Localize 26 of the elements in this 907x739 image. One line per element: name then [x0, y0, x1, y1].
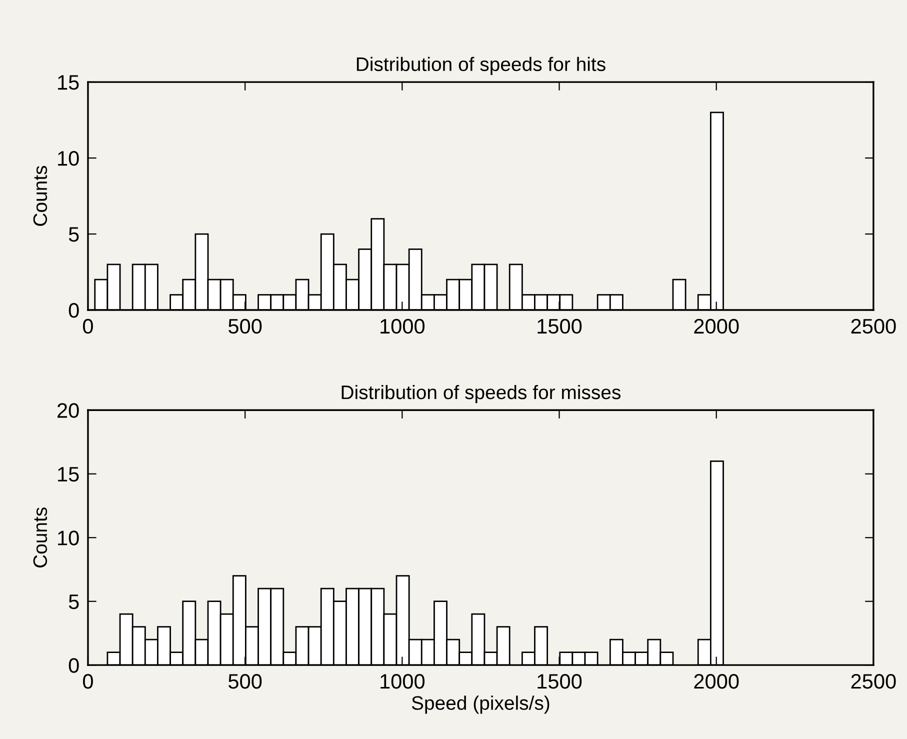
- y-axis-title: Counts: [33, 508, 48, 568]
- y-tick-label: 5: [68, 594, 79, 610]
- x-tick-label: 500: [228, 318, 262, 334]
- x-axis-title: Speed (pixels/s): [412, 696, 550, 714]
- x-tick-label: 1000: [380, 318, 425, 334]
- x-tick-label: 0: [83, 318, 93, 334]
- y-tick-label: 15: [58, 467, 79, 482]
- x-tick-label: 500: [228, 674, 262, 689]
- chart-title: Distribution of speeds for misses: [342, 384, 621, 404]
- y-tick-label: 20: [58, 403, 79, 418]
- x-tick-label: 2000: [694, 674, 739, 689]
- x-tick-label: 2500: [851, 318, 896, 334]
- x-tick-label: 2500: [851, 674, 896, 689]
- x-tick-label: 1500: [538, 674, 582, 689]
- y-tick-label: 0: [68, 658, 79, 673]
- y-tick-label: 5: [68, 227, 79, 242]
- y-tick-label: 10: [58, 530, 79, 546]
- y-tick-label: 15: [58, 75, 79, 90]
- x-tick-label: 0: [83, 674, 93, 689]
- y-tick-label: 0: [68, 303, 79, 318]
- y-axis-title: Counts: [33, 166, 48, 226]
- y-tick-label: 10: [58, 151, 79, 166]
- x-tick-label: 1000: [380, 674, 425, 689]
- x-tick-label: 1500: [538, 318, 582, 334]
- x-tick-label: 2000: [694, 318, 739, 334]
- chart-title: Distribution of speeds for hits: [356, 56, 606, 75]
